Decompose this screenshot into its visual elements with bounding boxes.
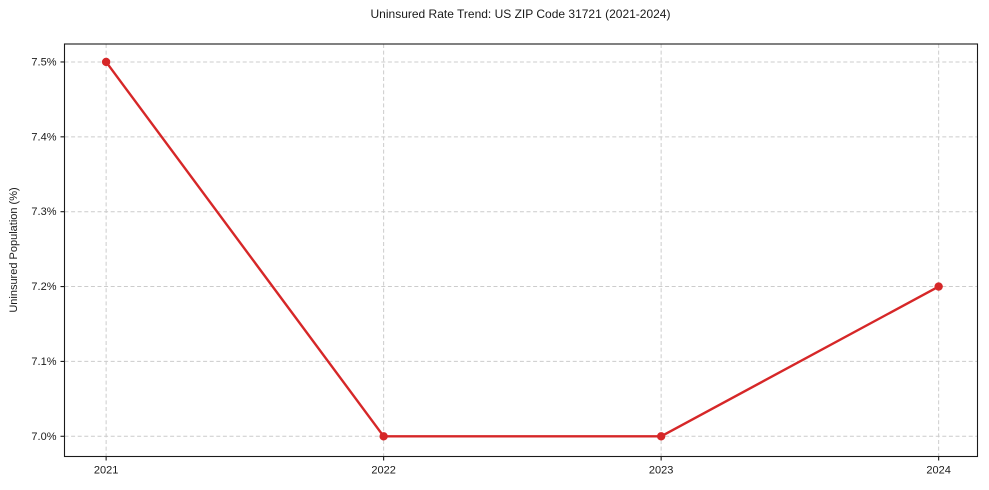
data-point-marker	[934, 282, 943, 291]
data-point-marker	[101, 57, 111, 67]
y-tick-label: 7.3%	[31, 206, 56, 218]
plot-border	[63, 43, 979, 458]
trend-line	[104, 60, 940, 438]
y-tick-label: 7.2%	[31, 281, 56, 293]
y-tick-label: 7.5%	[31, 56, 56, 68]
x-tick-label: 2021	[94, 465, 118, 477]
data-point-marker	[656, 432, 666, 441]
y-tick-label: 7.0%	[31, 431, 56, 443]
x-tick-label: 2023	[649, 465, 673, 477]
x-tick-label: 2024	[926, 465, 950, 477]
y-tick-label: 7.1%	[31, 356, 56, 368]
x-tick-label: 2022	[371, 465, 395, 477]
chart-title: Uninsured Rate Trend: US ZIP Code 31721 …	[370, 7, 671, 21]
y-tick-label: 7.4%	[31, 131, 56, 143]
data-point-marker	[379, 432, 388, 441]
